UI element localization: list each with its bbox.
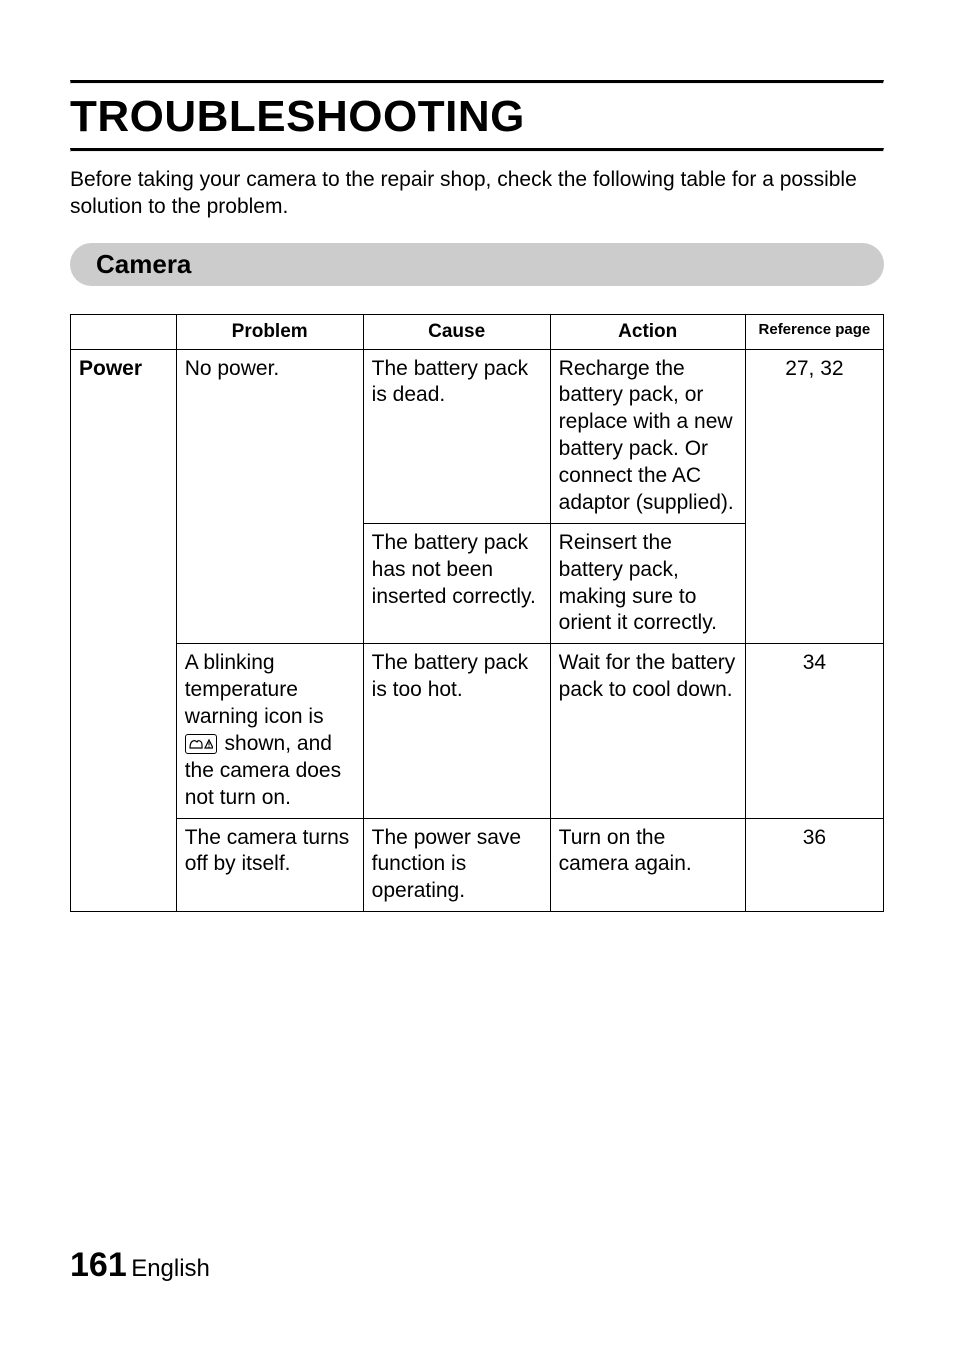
cell-action: Turn on the camera again. xyxy=(550,818,745,912)
temperature-warning-icon xyxy=(185,734,217,754)
document-page: TROUBLESHOOTING Before taking your camer… xyxy=(0,0,954,1345)
cell-cause: The battery pack has not been inserted c… xyxy=(363,523,550,644)
cell-problem: A blinking temperature warning icon is s… xyxy=(176,644,363,818)
table-row: The camera turns off by itself. The powe… xyxy=(71,818,884,912)
rule-under-title xyxy=(70,148,884,152)
cell-ref: 36 xyxy=(745,818,883,912)
cell-action: Reinsert the battery pack, making sure t… xyxy=(550,523,745,644)
problem-text-pre: A blinking temperature warning icon is xyxy=(185,651,324,728)
page-footer: 161 English xyxy=(70,1246,210,1285)
col-header-ref: Reference page xyxy=(745,314,883,349)
cell-action: Recharge the battery pack, or replace wi… xyxy=(550,349,745,523)
col-header-blank xyxy=(71,314,177,349)
table-row: Power No power. The battery pack is dead… xyxy=(71,349,884,523)
page-title: TROUBLESHOOTING xyxy=(70,92,884,142)
col-header-cause: Cause xyxy=(363,314,550,349)
page-language: English xyxy=(131,1255,210,1282)
table-row: A blinking temperature warning icon is s… xyxy=(71,644,884,818)
col-header-problem: Problem xyxy=(176,314,363,349)
page-number: 161 xyxy=(70,1246,127,1284)
cell-ref: 27, 32 xyxy=(745,349,883,644)
table-header-row: Problem Cause Action Reference page xyxy=(71,314,884,349)
cell-problem: The camera turns off by itself. xyxy=(176,818,363,912)
rule-top xyxy=(70,80,884,84)
row-category-power: Power xyxy=(71,349,177,912)
section-heading: Camera xyxy=(70,243,884,286)
cell-cause: The battery pack is dead. xyxy=(363,349,550,523)
cell-action: Wait for the battery pack to cool down. xyxy=(550,644,745,818)
intro-text: Before taking your camera to the repair … xyxy=(70,166,884,221)
heat-wave-icon xyxy=(190,741,202,748)
troubleshooting-table: Problem Cause Action Reference page Powe… xyxy=(70,314,884,913)
col-header-action: Action xyxy=(550,314,745,349)
cell-problem: No power. xyxy=(176,349,363,644)
cell-cause: The power save function is operating. xyxy=(363,818,550,912)
cell-ref: 34 xyxy=(745,644,883,818)
cell-cause: The battery pack is too hot. xyxy=(363,644,550,818)
